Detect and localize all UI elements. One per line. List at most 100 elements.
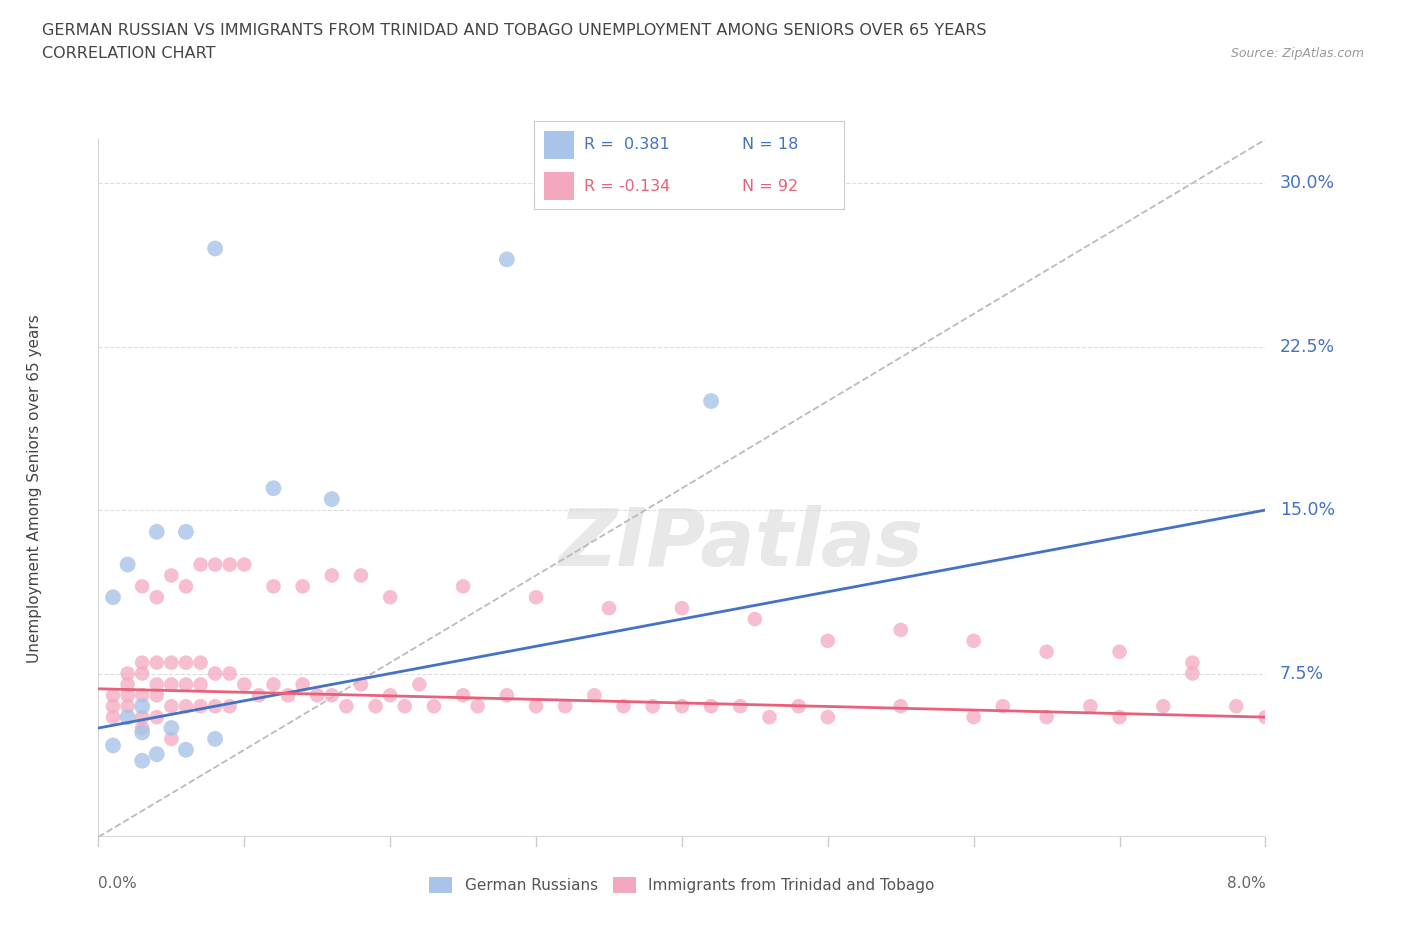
Point: [117, 710, 139, 724]
Point: [671, 601, 693, 616]
Point: [160, 568, 183, 583]
Point: [131, 753, 153, 768]
Text: GERMAN RUSSIAN VS IMMIGRANTS FROM TRINIDAD AND TOBAGO UNEMPLOYMENT AMONG SENIORS: GERMAN RUSSIAN VS IMMIGRANTS FROM TRINID…: [42, 23, 987, 38]
Point: [350, 677, 373, 692]
Point: [233, 557, 256, 572]
Text: Unemployment Among Seniors over 65 years: Unemployment Among Seniors over 65 years: [27, 314, 42, 662]
Point: [117, 557, 139, 572]
Point: [700, 393, 723, 408]
Point: [131, 698, 153, 713]
Point: [190, 557, 212, 572]
Text: 8.0%: 8.0%: [1226, 876, 1265, 891]
Point: [467, 698, 489, 713]
Point: [131, 666, 153, 681]
Point: [146, 590, 169, 604]
Point: [1108, 644, 1130, 659]
Point: [423, 698, 446, 713]
Point: [160, 721, 183, 736]
Bar: [544, 172, 575, 201]
Point: [204, 698, 226, 713]
Point: [117, 698, 139, 713]
Point: [1035, 644, 1057, 659]
Point: [190, 698, 212, 713]
Point: [612, 698, 634, 713]
Point: [117, 666, 139, 681]
Point: [1181, 655, 1204, 670]
Text: 0.0%: 0.0%: [98, 876, 138, 891]
Point: [890, 698, 912, 713]
Point: [321, 492, 343, 507]
Point: [1254, 710, 1277, 724]
Point: [1108, 710, 1130, 724]
Point: [378, 688, 402, 703]
Point: [496, 252, 519, 267]
Point: [962, 633, 984, 648]
Text: N = 18: N = 18: [741, 138, 797, 153]
Point: [1181, 666, 1204, 681]
Point: [218, 666, 240, 681]
Point: [321, 568, 343, 583]
Point: [146, 747, 169, 762]
Point: [160, 732, 183, 747]
Point: [101, 688, 124, 703]
Point: [117, 677, 139, 692]
Point: [890, 622, 912, 637]
Point: [146, 655, 169, 670]
Point: [247, 688, 270, 703]
Point: [131, 725, 153, 740]
Point: [728, 698, 751, 713]
Point: [350, 568, 373, 583]
Point: [160, 655, 183, 670]
Point: [700, 698, 723, 713]
Text: R = -0.134: R = -0.134: [583, 179, 671, 193]
Point: [1080, 698, 1102, 713]
Text: N = 92: N = 92: [741, 179, 797, 193]
Point: [744, 612, 766, 627]
Point: [174, 698, 197, 713]
Point: [131, 721, 153, 736]
Text: R =  0.381: R = 0.381: [583, 138, 669, 153]
Point: [174, 655, 197, 670]
Point: [378, 590, 402, 604]
Point: [174, 525, 197, 539]
Bar: [544, 130, 575, 159]
Point: [598, 601, 620, 616]
Point: [758, 710, 780, 724]
Point: [408, 677, 430, 692]
Text: 22.5%: 22.5%: [1279, 338, 1336, 355]
Point: [1225, 698, 1247, 713]
Point: [962, 710, 984, 724]
Point: [321, 688, 343, 703]
Point: [146, 710, 169, 724]
Point: [117, 688, 139, 703]
Text: 15.0%: 15.0%: [1279, 501, 1336, 519]
Point: [671, 698, 693, 713]
Text: 7.5%: 7.5%: [1279, 665, 1324, 683]
Point: [101, 698, 124, 713]
Point: [190, 655, 212, 670]
Point: [291, 578, 314, 593]
Point: [1035, 710, 1057, 724]
Point: [218, 698, 240, 713]
Point: [524, 698, 547, 713]
Point: [101, 590, 124, 604]
Point: [991, 698, 1014, 713]
Point: [394, 698, 416, 713]
Point: [233, 677, 256, 692]
Point: [307, 688, 329, 703]
Point: [787, 698, 810, 713]
Point: [496, 688, 519, 703]
Point: [160, 698, 183, 713]
Point: [204, 732, 226, 747]
Text: 30.0%: 30.0%: [1279, 174, 1336, 193]
Point: [262, 578, 284, 593]
Point: [451, 688, 474, 703]
Point: [817, 710, 839, 724]
Point: [204, 241, 226, 256]
Point: [190, 677, 212, 692]
Point: [451, 578, 474, 593]
Point: [146, 688, 169, 703]
Text: CORRELATION CHART: CORRELATION CHART: [42, 46, 215, 61]
Point: [1152, 698, 1174, 713]
Point: [160, 677, 183, 692]
